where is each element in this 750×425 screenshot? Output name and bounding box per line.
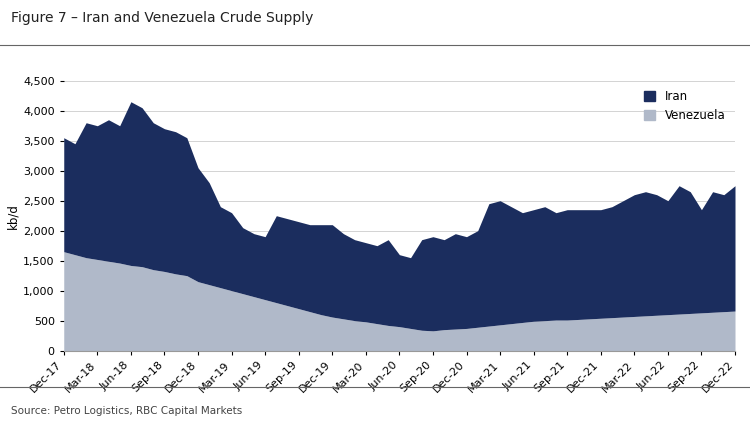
Y-axis label: kb/d: kb/d (6, 203, 19, 229)
Legend: Iran, Venezuela: Iran, Venezuela (640, 87, 729, 126)
Text: Figure 7 – Iran and Venezuela Crude Supply: Figure 7 – Iran and Venezuela Crude Supp… (11, 11, 314, 25)
Text: Source: Petro Logistics, RBC Capital Markets: Source: Petro Logistics, RBC Capital Mar… (11, 406, 242, 416)
